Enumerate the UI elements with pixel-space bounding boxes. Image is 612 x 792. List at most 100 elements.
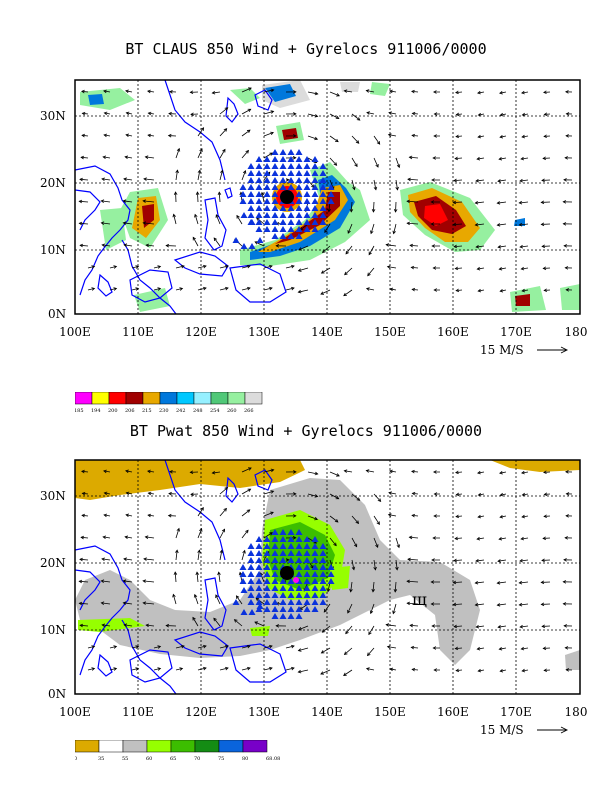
wind-vector bbox=[175, 147, 181, 159]
gyre-triangle bbox=[247, 191, 255, 197]
gyre-triangle bbox=[263, 156, 271, 162]
wind-vector bbox=[455, 470, 463, 475]
gyre-triangle bbox=[240, 212, 248, 218]
wind-vector bbox=[263, 511, 274, 517]
gyre-triangle bbox=[247, 163, 255, 169]
wind-vector bbox=[125, 133, 133, 138]
wind-vector bbox=[78, 221, 89, 226]
wind-vector bbox=[101, 243, 111, 248]
wind-vector bbox=[343, 289, 353, 297]
wind-vector bbox=[81, 133, 89, 138]
gyre-triangle bbox=[279, 156, 287, 162]
gyre-triangle bbox=[287, 557, 295, 563]
wind-vector bbox=[351, 113, 361, 121]
wind-vector bbox=[518, 200, 529, 205]
wind-vector bbox=[263, 532, 273, 539]
wind-vector bbox=[81, 513, 89, 518]
gyre-triangle bbox=[279, 212, 287, 218]
wind-vector bbox=[320, 267, 331, 274]
panel2-vector-reference-label: 15 M/S bbox=[480, 723, 524, 737]
wind-vector bbox=[168, 491, 177, 496]
gyre-triangle bbox=[271, 233, 279, 239]
legend-swatch bbox=[193, 392, 212, 405]
gyre-triangle bbox=[279, 613, 287, 619]
wind-vector bbox=[433, 514, 441, 518]
wind-vector bbox=[219, 128, 228, 137]
gyre-triangle bbox=[303, 219, 311, 225]
gyre-triangle bbox=[255, 163, 263, 169]
wind-vector bbox=[175, 287, 184, 291]
gyre-triangle bbox=[295, 557, 303, 563]
wind-vector bbox=[241, 108, 252, 115]
wind-vector bbox=[521, 288, 529, 293]
gyre-triangle bbox=[263, 564, 271, 570]
gyre-triangle bbox=[319, 592, 327, 598]
wind-vector bbox=[497, 179, 507, 183]
gyre-triangle bbox=[263, 536, 271, 542]
wind-vector bbox=[329, 135, 339, 143]
gyre-triangle bbox=[311, 226, 319, 232]
gyre-triangle bbox=[248, 243, 256, 249]
wind-vector bbox=[192, 616, 199, 627]
wind-vector bbox=[351, 135, 360, 144]
gyre-triangle bbox=[279, 177, 287, 183]
wind-vector bbox=[109, 667, 118, 671]
wind-vector bbox=[219, 549, 224, 561]
wind-vector bbox=[455, 134, 463, 139]
wind-vector bbox=[477, 90, 485, 95]
wind-vector bbox=[476, 156, 485, 161]
gyre-triangle bbox=[287, 578, 295, 584]
gyre-triangle bbox=[255, 585, 263, 591]
panel2-ylabel: 10N bbox=[40, 623, 66, 637]
wind-vector bbox=[349, 201, 354, 213]
gyre-triangle bbox=[295, 219, 303, 225]
wind-vector bbox=[452, 200, 463, 205]
panel1-wind-vectors bbox=[78, 87, 573, 297]
gyre-triangle bbox=[247, 585, 255, 591]
panel1-y-axis-labels: 30N 20N 10N 0N bbox=[40, 109, 66, 321]
gyre-triangle bbox=[311, 156, 319, 162]
wind-vector bbox=[406, 601, 419, 606]
panel1-xlabel: 150E bbox=[374, 325, 406, 339]
wind-vector bbox=[241, 286, 251, 291]
gyre-triangle bbox=[263, 219, 271, 225]
wind-vector bbox=[406, 579, 419, 584]
wind-vector bbox=[409, 243, 419, 248]
wind-vector bbox=[563, 244, 573, 248]
gyre-triangle bbox=[271, 156, 279, 162]
wind-vector bbox=[431, 624, 441, 628]
wind-vector bbox=[373, 559, 377, 571]
wind-vector bbox=[285, 666, 295, 671]
wind-vector bbox=[175, 264, 185, 269]
wind-vector bbox=[565, 514, 573, 518]
wind-vector bbox=[540, 200, 551, 205]
legend-label: 266 bbox=[244, 408, 254, 414]
wind-vector bbox=[263, 666, 273, 671]
gyre-triangle bbox=[279, 557, 287, 563]
gyre-triangle bbox=[271, 592, 279, 598]
legend-label: 215 bbox=[142, 408, 152, 414]
gyre-triangle bbox=[303, 191, 311, 197]
panel1-xlabel: 160E bbox=[437, 325, 469, 339]
wind-vector bbox=[103, 133, 111, 138]
panel2-ylabel: 0N bbox=[48, 687, 66, 701]
gyre-triangle bbox=[319, 578, 327, 584]
wind-vector bbox=[175, 527, 180, 539]
wind-vector bbox=[79, 177, 89, 182]
gyre-triangle bbox=[279, 205, 287, 211]
gyre-triangle bbox=[255, 226, 263, 232]
legend-swatch bbox=[108, 392, 127, 405]
wind-vector bbox=[297, 289, 309, 294]
wind-vector bbox=[320, 669, 331, 675]
wind-vector bbox=[543, 90, 551, 95]
wind-vector bbox=[452, 222, 463, 227]
wind-vector bbox=[351, 559, 356, 571]
gyre-triangle bbox=[279, 536, 287, 542]
gyre-triangle bbox=[295, 536, 303, 542]
gyre-triangle bbox=[263, 557, 271, 563]
gyre-triangle bbox=[319, 543, 327, 549]
wind-vector bbox=[453, 178, 463, 183]
legend-label: 242 bbox=[176, 408, 186, 414]
wind-vector bbox=[562, 222, 573, 226]
wind-vector bbox=[235, 595, 243, 605]
